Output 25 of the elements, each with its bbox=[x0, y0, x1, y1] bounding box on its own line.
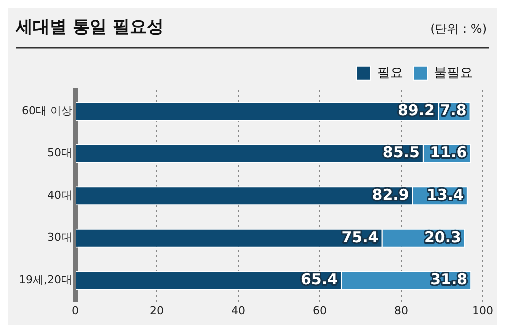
data-label: 85.5 bbox=[382, 144, 420, 162]
x-tick-label: 20 bbox=[150, 304, 164, 318]
text: (단위 : %) bbox=[430, 22, 487, 36]
data-label: 31.8 bbox=[430, 270, 468, 289]
chart-title: 세대별 통일 필요성 bbox=[15, 18, 164, 38]
data-label: 75.4 bbox=[342, 228, 379, 246]
legend-label: 필요 bbox=[378, 66, 404, 81]
data-label: 65.4 bbox=[300, 270, 338, 289]
y-tick-label: 19세,20대 bbox=[18, 274, 72, 287]
y-tick-label: 40대 bbox=[47, 188, 72, 202]
x-tick-label: 100 bbox=[472, 304, 494, 318]
data-label: 13.4 bbox=[426, 186, 464, 204]
legend-label: 불필요 bbox=[434, 66, 473, 81]
x-tick-label: 80 bbox=[394, 304, 408, 318]
x-tick-label: 0 bbox=[72, 304, 79, 318]
data-label: 89.2 bbox=[398, 101, 435, 120]
y-tick-label: 50대 bbox=[47, 146, 72, 160]
y-tick-label: 30대 bbox=[47, 231, 72, 244]
y-tick-label: 60대 이상 bbox=[22, 104, 72, 118]
data-label: 20.3 bbox=[424, 228, 462, 246]
data-label: 7.8 bbox=[440, 101, 467, 120]
x-tick-label: 60 bbox=[312, 304, 327, 318]
x-tick-label: 40 bbox=[231, 304, 246, 318]
data-label: 11.6 bbox=[430, 144, 468, 162]
data-label: 82.9 bbox=[372, 186, 410, 204]
